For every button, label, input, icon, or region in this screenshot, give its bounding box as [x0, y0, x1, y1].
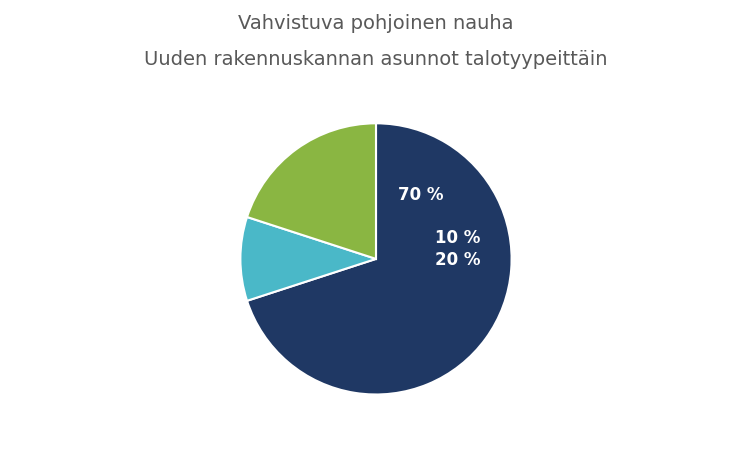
Text: Vahvistuva pohjoinen nauha: Vahvistuva pohjoinen nauha — [238, 14, 514, 32]
Text: 70 %: 70 % — [399, 186, 444, 204]
Wedge shape — [241, 217, 376, 301]
Text: 20 %: 20 % — [435, 250, 480, 268]
Text: 10 %: 10 % — [435, 229, 480, 247]
Text: Uuden rakennuskannan asunnot talotyypeittäin: Uuden rakennuskannan asunnot talotyypeit… — [144, 50, 608, 69]
Wedge shape — [247, 124, 511, 395]
Wedge shape — [247, 124, 376, 259]
